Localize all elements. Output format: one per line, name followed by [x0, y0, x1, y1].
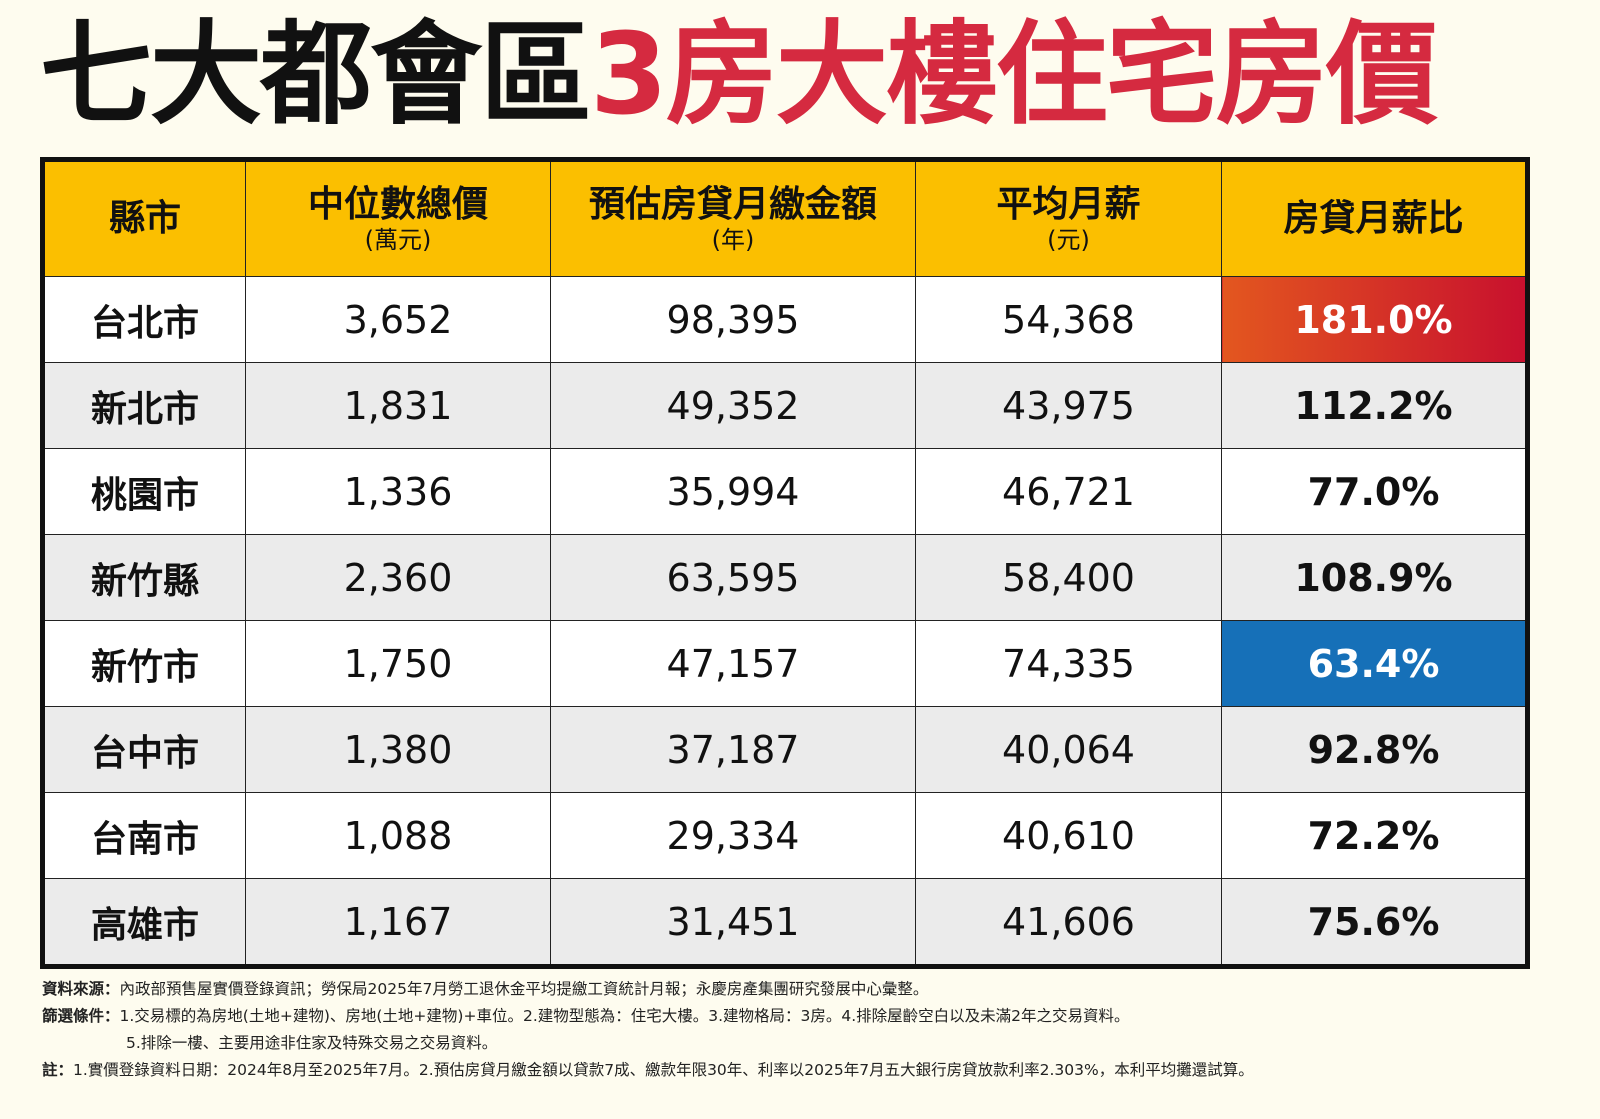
- filter-label: 篩選條件：: [42, 1007, 120, 1025]
- city-cell: 台中市: [42, 706, 246, 793]
- city-cell: 桃園市: [42, 448, 246, 535]
- monthly-payment-cell: 63,595: [550, 534, 916, 621]
- remark-text: 1.實價登錄資料日期：2024年8月至2025年7月。2.預估房貸月繳金額以貸款…: [73, 1061, 1254, 1079]
- table-row: 新竹縣 2,360 63,595 58,400 108.9%: [42, 534, 1528, 621]
- avg-salary-cell: 41,606: [915, 878, 1222, 967]
- median-price-cell: 1,380: [245, 706, 551, 793]
- avg-salary-cell: 40,064: [915, 706, 1222, 793]
- filter-note: 篩選條件：1.交易標的為房地(土地+建物)、房地(土地+建物)+車位。2.建物型…: [42, 1003, 1254, 1030]
- column-header: 縣市: [42, 159, 246, 277]
- monthly-payment-cell: 29,334: [550, 792, 916, 879]
- median-price-cell: 1,750: [245, 620, 551, 707]
- city-cell: 新北市: [42, 362, 246, 449]
- city-cell: 台南市: [42, 792, 246, 879]
- column-header-unit: (萬元): [364, 226, 432, 254]
- monthly-payment-cell: 47,157: [550, 620, 916, 707]
- table-row: 台北市 3,652 98,395 54,368 181.0%: [42, 276, 1528, 363]
- avg-salary-cell: 58,400: [915, 534, 1222, 621]
- footnotes: 資料來源：內政部預售屋實價登錄資訊；勞保局2025年7月勞工退休金平均提繳工資統…: [42, 976, 1254, 1084]
- column-header-label: 房貸月薪比: [1283, 198, 1464, 239]
- avg-salary-cell: 46,721: [915, 448, 1222, 535]
- column-header-unit: (年): [711, 226, 755, 254]
- median-price-cell: 1,167: [245, 878, 551, 967]
- table-row: 桃園市 1,336 35,994 46,721 77.0%: [42, 448, 1528, 535]
- avg-salary-cell: 74,335: [915, 620, 1222, 707]
- ratio-cell: 77.0%: [1221, 448, 1528, 535]
- median-price-cell: 1,831: [245, 362, 551, 449]
- table-row: 新北市 1,831 49,352 43,975 112.2%: [42, 362, 1528, 449]
- monthly-payment-cell: 35,994: [550, 448, 916, 535]
- column-header: 中位數總價 (萬元): [245, 159, 551, 277]
- city-cell: 台北市: [42, 276, 246, 363]
- table-row: 高雄市 1,167 31,451 41,606 75.6%: [42, 878, 1528, 967]
- median-price-cell: 1,336: [245, 448, 551, 535]
- column-header-unit: (元): [1047, 226, 1090, 254]
- page-title: 七大都會區3房大樓住宅房價: [40, 8, 1570, 143]
- column-header-label: 預估房貸月繳金額: [588, 184, 877, 225]
- ratio-cell: 72.2%: [1221, 792, 1528, 879]
- table-row: 台南市 1,088 29,334 40,610 72.2%: [42, 792, 1528, 879]
- city-cell: 新竹市: [42, 620, 246, 707]
- ratio-cell: 181.0%: [1221, 276, 1528, 363]
- monthly-payment-cell: 37,187: [550, 706, 916, 793]
- city-cell: 高雄市: [42, 878, 246, 967]
- price-table: 縣市 中位數總價 (萬元) 預估房貸月繳金額 (年) 平均月薪 (元) 房貸月薪比 台北市 3,…: [40, 157, 1530, 969]
- city-cell: 新竹縣: [42, 534, 246, 621]
- avg-salary-cell: 43,975: [915, 362, 1222, 449]
- monthly-payment-cell: 31,451: [550, 878, 916, 967]
- ratio-cell: 63.4%: [1221, 620, 1528, 707]
- median-price-cell: 1,088: [245, 792, 551, 879]
- monthly-payment-cell: 49,352: [550, 362, 916, 449]
- column-header: 房貸月薪比: [1221, 159, 1528, 277]
- median-price-cell: 2,360: [245, 534, 551, 621]
- table-row: 新竹市 1,750 47,157 74,335 63.4%: [42, 620, 1528, 707]
- filter-note-2: 5.排除一樓、主要用途非住家及特殊交易之交易資料。: [126, 1034, 498, 1052]
- column-header: 平均月薪 (元): [915, 159, 1222, 277]
- avg-salary-cell: 54,368: [915, 276, 1222, 363]
- title-part-1: 七大都會區: [40, 10, 592, 140]
- source-text: 內政部預售屋實價登錄資訊；勞保局2025年7月勞工退休金平均提繳工資統計月報；永…: [119, 980, 929, 998]
- title-part-2: 3房大樓住宅房價: [590, 10, 1438, 140]
- avg-salary-cell: 40,610: [915, 792, 1222, 879]
- median-price-cell: 3,652: [245, 276, 551, 363]
- column-header-label: 縣市: [108, 198, 181, 239]
- column-header-label: 中位數總價: [307, 184, 488, 225]
- filter-text-1: 1.交易標的為房地(土地+建物)、房地(土地+建物)+車位。2.建物型態為：住宅…: [119, 1007, 1130, 1025]
- remark-note: 註：1.實價登錄資料日期：2024年8月至2025年7月。2.預估房貸月繳金額以…: [42, 1057, 1254, 1084]
- ratio-cell: 112.2%: [1221, 362, 1528, 449]
- ratio-cell: 75.6%: [1221, 878, 1528, 967]
- source-note: 資料來源：內政部預售屋實價登錄資訊；勞保局2025年7月勞工退休金平均提繳工資統…: [42, 976, 1254, 1003]
- table-row: 台中市 1,380 37,187 40,064 92.8%: [42, 706, 1528, 793]
- column-header-label: 平均月薪: [996, 184, 1141, 225]
- monthly-payment-cell: 98,395: [550, 276, 916, 363]
- source-label: 資料來源：: [42, 980, 120, 998]
- ratio-cell: 92.8%: [1221, 706, 1528, 793]
- remark-label: 註：: [42, 1061, 74, 1079]
- ratio-cell: 108.9%: [1221, 534, 1528, 621]
- column-header: 預估房貸月繳金額 (年): [550, 159, 916, 277]
